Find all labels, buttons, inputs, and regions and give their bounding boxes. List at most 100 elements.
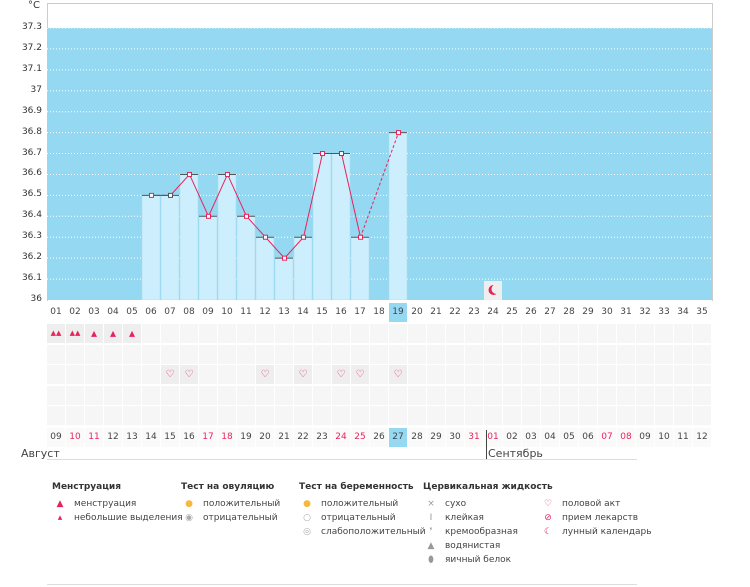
cycle-day-label[interactable]: 27 <box>544 307 556 317</box>
calendar-cell[interactable] <box>123 406 141 425</box>
calendar-cell[interactable] <box>408 406 426 425</box>
calendar-cell[interactable]: ▴ <box>123 324 141 343</box>
calendar-date-label[interactable]: 11 <box>674 428 692 447</box>
calendar-cell[interactable] <box>598 324 616 343</box>
calendar-cell[interactable] <box>522 385 540 405</box>
calendar-cell[interactable] <box>465 365 483 384</box>
calendar-date-label[interactable]: 17 <box>199 428 217 447</box>
calendar-date-label[interactable]: 26 <box>370 428 388 447</box>
calendar-cell[interactable] <box>351 324 369 343</box>
cycle-day-label[interactable]: 15 <box>316 307 328 317</box>
calendar-cell[interactable] <box>104 385 122 405</box>
calendar-date-label[interactable]: 16 <box>180 428 198 447</box>
temperature-point[interactable] <box>149 192 154 198</box>
cycle-day-label[interactable]: 35 <box>696 307 708 317</box>
calendar-cell[interactable] <box>123 365 141 384</box>
calendar-cell[interactable] <box>142 365 160 384</box>
calendar-cell[interactable] <box>332 344 350 364</box>
calendar-cell[interactable] <box>370 385 388 405</box>
calendar-cell[interactable] <box>655 344 673 364</box>
calendar-cell[interactable] <box>693 344 711 364</box>
calendar-date-label[interactable]: 14 <box>142 428 160 447</box>
cycle-day-label[interactable]: 07 <box>164 307 176 317</box>
temperature-bar[interactable] <box>160 195 180 300</box>
cycle-day-label[interactable]: 31 <box>620 307 632 317</box>
calendar-cell[interactable] <box>351 385 369 405</box>
calendar-cell[interactable] <box>142 406 160 425</box>
calendar-date-label[interactable]: 31 <box>465 428 483 447</box>
cycle-day-label[interactable]: 33 <box>658 307 670 317</box>
temperature-bar[interactable] <box>236 216 256 300</box>
calendar-cell[interactable]: ♡ <box>332 365 350 384</box>
calendar-cell[interactable] <box>484 344 502 364</box>
calendar-cell[interactable] <box>560 385 578 405</box>
calendar-cell[interactable] <box>161 385 179 405</box>
calendar-cell[interactable] <box>218 324 236 343</box>
calendar-date-label[interactable]: 27 <box>389 428 407 447</box>
calendar-cell[interactable] <box>351 344 369 364</box>
calendar-cell[interactable]: ▴ <box>104 324 122 343</box>
calendar-cell[interactable] <box>579 365 597 384</box>
calendar-cell[interactable] <box>389 344 407 364</box>
temperature-point[interactable] <box>282 255 287 261</box>
calendar-cell[interactable] <box>275 344 293 364</box>
calendar-date-label[interactable]: 08 <box>617 428 635 447</box>
calendar-cell[interactable] <box>674 365 692 384</box>
calendar-cell[interactable] <box>256 385 274 405</box>
calendar-cell[interactable] <box>636 344 654 364</box>
calendar-cell[interactable] <box>218 385 236 405</box>
calendar-cell[interactable] <box>465 324 483 343</box>
calendar-cell[interactable] <box>275 406 293 425</box>
calendar-cell[interactable] <box>541 406 559 425</box>
calendar-cell[interactable] <box>617 406 635 425</box>
calendar-cell[interactable] <box>275 385 293 405</box>
calendar-cell[interactable] <box>256 406 274 425</box>
calendar-cell[interactable]: ▴ <box>85 324 103 343</box>
calendar-cell[interactable] <box>199 344 217 364</box>
calendar-cell[interactable] <box>617 385 635 405</box>
cycle-day-label[interactable]: 08 <box>183 307 195 317</box>
calendar-cell[interactable] <box>579 324 597 343</box>
calendar-cell[interactable] <box>370 406 388 425</box>
temperature-bar[interactable] <box>179 174 199 300</box>
calendar-date-label[interactable]: 18 <box>218 428 236 447</box>
calendar-cell[interactable] <box>636 385 654 405</box>
calendar-cell[interactable] <box>484 324 502 343</box>
calendar-cell[interactable] <box>142 324 160 343</box>
cycle-day-label[interactable]: 05 <box>126 307 138 317</box>
calendar-date-label[interactable]: 02 <box>503 428 521 447</box>
calendar-cell[interactable] <box>465 406 483 425</box>
cycle-day-label[interactable]: 11 <box>240 307 252 317</box>
calendar-cell[interactable] <box>85 365 103 384</box>
calendar-cell[interactable] <box>370 365 388 384</box>
calendar-cell[interactable]: ♡ <box>351 365 369 384</box>
calendar-cell[interactable] <box>161 344 179 364</box>
calendar-cell[interactable] <box>693 324 711 343</box>
calendar-cell[interactable]: ▲▲ <box>47 324 65 343</box>
calendar-cell[interactable] <box>503 406 521 425</box>
calendar-cell[interactable] <box>389 385 407 405</box>
calendar-cell[interactable] <box>465 344 483 364</box>
cycle-day-label[interactable]: 34 <box>677 307 689 317</box>
cycle-day-label[interactable]: 02 <box>69 307 81 317</box>
calendar-cell[interactable] <box>598 365 616 384</box>
temperature-point[interactable] <box>263 234 268 240</box>
calendar-cell[interactable] <box>180 406 198 425</box>
calendar-cell[interactable] <box>541 385 559 405</box>
cycle-day-label[interactable]: 19 <box>389 303 407 322</box>
calendar-date-label[interactable]: 12 <box>693 428 711 447</box>
calendar-cell[interactable] <box>446 365 464 384</box>
calendar-cell[interactable] <box>560 324 578 343</box>
calendar-cell[interactable] <box>408 344 426 364</box>
calendar-cell[interactable]: ♡ <box>294 365 312 384</box>
calendar-cell[interactable] <box>104 365 122 384</box>
calendar-cell[interactable] <box>294 406 312 425</box>
calendar-cell[interactable] <box>427 324 445 343</box>
calendar-cell[interactable] <box>161 406 179 425</box>
calendar-cell[interactable] <box>256 344 274 364</box>
calendar-cell[interactable] <box>85 385 103 405</box>
calendar-cell[interactable] <box>332 324 350 343</box>
temperature-bar[interactable] <box>198 216 218 300</box>
calendar-cell[interactable] <box>256 324 274 343</box>
calendar-cell[interactable] <box>446 344 464 364</box>
